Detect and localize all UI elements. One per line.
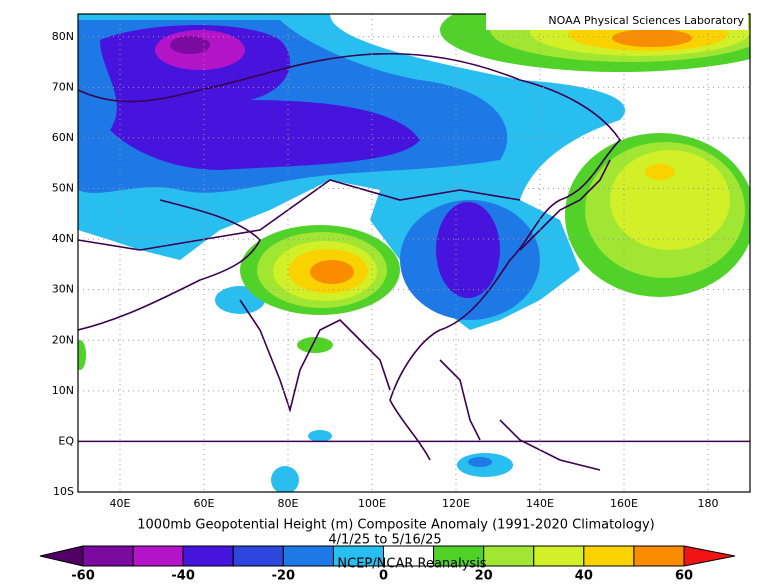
lat-label: 10S <box>53 485 74 498</box>
lon-label: 180 <box>698 497 719 510</box>
lat-label: 60N <box>52 131 74 144</box>
lat-label: 10N <box>52 384 74 397</box>
coastlines <box>78 52 622 471</box>
colorbar-label: 60 <box>675 569 693 584</box>
colorbar-box <box>232 545 284 567</box>
lat-label: 80N <box>52 30 74 43</box>
colorbar-under <box>39 545 84 567</box>
colorbar: -60 -40 -20 0 20 40 60 <box>39 545 736 584</box>
lon-label: 80E <box>278 497 299 510</box>
lat-label: 40N <box>52 232 74 245</box>
source: NCEP/NCAR Reanalysis <box>337 557 486 572</box>
credit-box <box>486 12 748 30</box>
colorbar-over <box>683 545 736 567</box>
credit: NOAA Physical Sciences Laboratory <box>548 14 744 27</box>
lat-label: 50N <box>52 182 74 195</box>
colorbar-label: -40 <box>171 569 195 584</box>
lon-label: 100E <box>358 497 386 510</box>
lon-label: 140E <box>526 497 554 510</box>
lat-label: 70N <box>52 80 74 93</box>
map-frame <box>77 13 751 493</box>
colorbar-box <box>483 545 535 567</box>
colorbar-box <box>132 545 184 567</box>
lon-label: 160E <box>610 497 638 510</box>
colorbar-label: 40 <box>575 569 593 584</box>
colorbar-box <box>182 545 234 567</box>
colorbar-label: -60 <box>71 569 95 584</box>
title: 1000mb Geopotential Height (m) Composite… <box>137 518 654 533</box>
lat-label: 20N <box>52 333 74 346</box>
colorbar-box <box>282 545 334 567</box>
colorbar-label: -20 <box>272 569 296 584</box>
lat-label: EQ <box>58 434 74 447</box>
colorbar-label: 0 <box>379 569 388 584</box>
graticule <box>78 14 750 493</box>
colorbar-box <box>82 545 134 567</box>
lat-label: 30N <box>52 283 74 296</box>
colorbar-label: 20 <box>475 569 493 584</box>
lon-label: 60E <box>194 497 215 510</box>
lon-label: 40E <box>110 497 131 510</box>
colorbar-box <box>583 545 635 567</box>
lon-label: 120E <box>442 497 470 510</box>
dates: 4/1/25 to 5/16/25 <box>328 533 441 548</box>
colorbar-box <box>633 545 685 567</box>
colorbar-box <box>533 545 585 567</box>
anomaly-field <box>78 14 750 492</box>
